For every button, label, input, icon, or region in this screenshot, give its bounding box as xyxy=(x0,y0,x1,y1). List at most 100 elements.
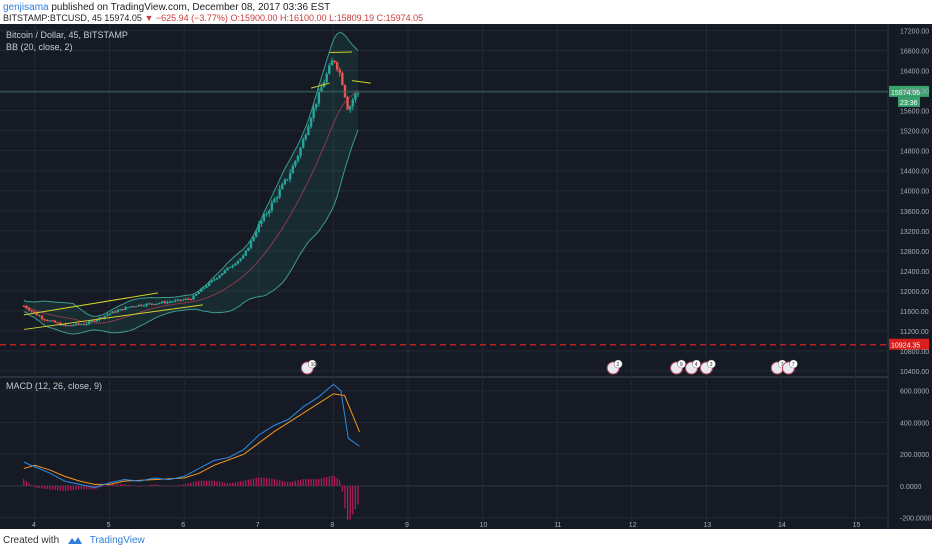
main-chart-title: Bitcoin / Dollar, 45, BITSTAMP xyxy=(6,30,128,40)
candle-body xyxy=(304,134,307,140)
x-tick-label: 10 xyxy=(480,522,488,529)
x-tick-label: 11 xyxy=(554,522,561,529)
candle-body xyxy=(330,60,334,66)
y-tick-label: 16000.00 xyxy=(900,89,929,96)
trendline xyxy=(329,51,353,54)
candle-body xyxy=(174,300,177,302)
author-link[interactable]: genjisama xyxy=(3,2,49,13)
bb-lower xyxy=(23,129,359,335)
candle-body xyxy=(53,320,57,323)
chart-svg[interactable]: 15974.05 23:36 10924.35 10 2 9 4 3 7 7 17200.00 1… xyxy=(0,24,932,529)
arrow-down-icon: ▼ xyxy=(144,13,154,23)
event-count-badge xyxy=(307,359,317,369)
candle-body xyxy=(51,320,54,322)
last-price-tag xyxy=(889,85,929,97)
candle-body xyxy=(72,325,75,327)
candle-body xyxy=(179,299,182,301)
candle-body xyxy=(176,299,180,301)
candlestick-series xyxy=(22,57,360,327)
level-label: 10924.35 xyxy=(891,343,920,350)
candle-body xyxy=(328,65,331,74)
chart-area[interactable]: 15974.05 23:36 10924.35 10 2 9 4 3 7 7 17200.00 1… xyxy=(0,24,932,529)
candle-body xyxy=(257,224,260,232)
candle-body xyxy=(166,301,169,304)
event-count-badge xyxy=(707,359,716,369)
candle-body xyxy=(69,325,73,327)
macd-pane xyxy=(0,383,888,520)
time-tag xyxy=(898,96,920,107)
candle-body xyxy=(273,198,276,203)
candle-body xyxy=(268,210,271,214)
candle-body xyxy=(127,307,130,309)
candle-body xyxy=(113,311,117,313)
x-tick-label: 6 xyxy=(181,522,185,529)
x-tick-label: 14 xyxy=(778,522,786,529)
candle-body xyxy=(244,251,247,256)
candle-body xyxy=(129,306,133,308)
candle-body xyxy=(278,189,281,198)
candle-body xyxy=(247,247,250,252)
macd-y-tick-label: 200.0000 xyxy=(900,452,929,459)
y-tick-label: 12400.00 xyxy=(900,269,929,276)
candle-body xyxy=(223,270,227,274)
candle-body xyxy=(30,310,33,312)
candle-body xyxy=(106,314,109,316)
candle-body xyxy=(163,301,167,304)
macd-y-tick-label: 600.0000 xyxy=(900,389,929,396)
candle-body xyxy=(85,324,88,326)
y-tick-label: 13200.00 xyxy=(900,229,929,236)
candle-body xyxy=(100,317,104,319)
y-tick-label: 14000.00 xyxy=(900,189,929,196)
candle-body xyxy=(95,319,99,322)
bb-upper xyxy=(23,31,359,317)
price-change: −625.94 (−3.77%) xyxy=(155,13,228,23)
candle-body xyxy=(351,99,354,107)
candle-body xyxy=(168,301,172,303)
candle-body xyxy=(194,293,198,296)
ohlc-close: C:15974.05 xyxy=(376,13,424,23)
candle-body xyxy=(260,220,263,225)
candle-body xyxy=(320,87,323,92)
candle-body xyxy=(142,305,146,307)
level-tag xyxy=(889,338,929,350)
candle-body xyxy=(171,301,174,303)
y-tick-label: 15600.00 xyxy=(900,109,929,116)
candle-body xyxy=(275,197,279,199)
candle-body xyxy=(108,313,112,315)
event-count-label: 4 xyxy=(695,362,698,368)
x-tick-label: 8 xyxy=(330,522,334,529)
macd-y-tick-label: 400.0000 xyxy=(900,420,929,427)
trendline xyxy=(23,292,159,316)
candle-body xyxy=(197,291,200,294)
candle-body xyxy=(226,267,229,271)
y-tick-label: 16800.00 xyxy=(900,49,929,56)
candle-body xyxy=(61,324,65,326)
candle-body xyxy=(288,173,292,180)
event-flags: 10 2 9 4 3 7 7 xyxy=(300,359,798,375)
candle-body xyxy=(218,275,221,278)
event-count-label: 2 xyxy=(616,362,619,368)
candle-body xyxy=(119,309,122,311)
candle-body xyxy=(155,303,159,305)
candle-body xyxy=(121,309,125,311)
candle-body xyxy=(252,236,255,242)
candle-body xyxy=(236,260,240,264)
candle-body xyxy=(200,288,203,292)
candle-body xyxy=(317,91,321,104)
candle-body xyxy=(147,303,151,305)
candle-body xyxy=(213,279,216,281)
candle-body xyxy=(87,321,91,325)
candle-body xyxy=(335,62,339,70)
candle-body xyxy=(64,324,67,326)
candle-body xyxy=(93,320,96,322)
tradingview-brand[interactable]: TradingView xyxy=(89,535,145,546)
bb-basis xyxy=(23,89,359,324)
candle-body xyxy=(116,310,120,313)
candle-body xyxy=(265,213,268,215)
candle-body xyxy=(325,73,328,83)
y-tick-label: 12000.00 xyxy=(900,289,929,296)
macd-indicator-title: MACD (12, 26, close, 9) xyxy=(6,381,102,391)
candle-body xyxy=(312,107,315,119)
candle-body xyxy=(134,306,138,308)
x-tick-label: 5 xyxy=(107,522,111,529)
